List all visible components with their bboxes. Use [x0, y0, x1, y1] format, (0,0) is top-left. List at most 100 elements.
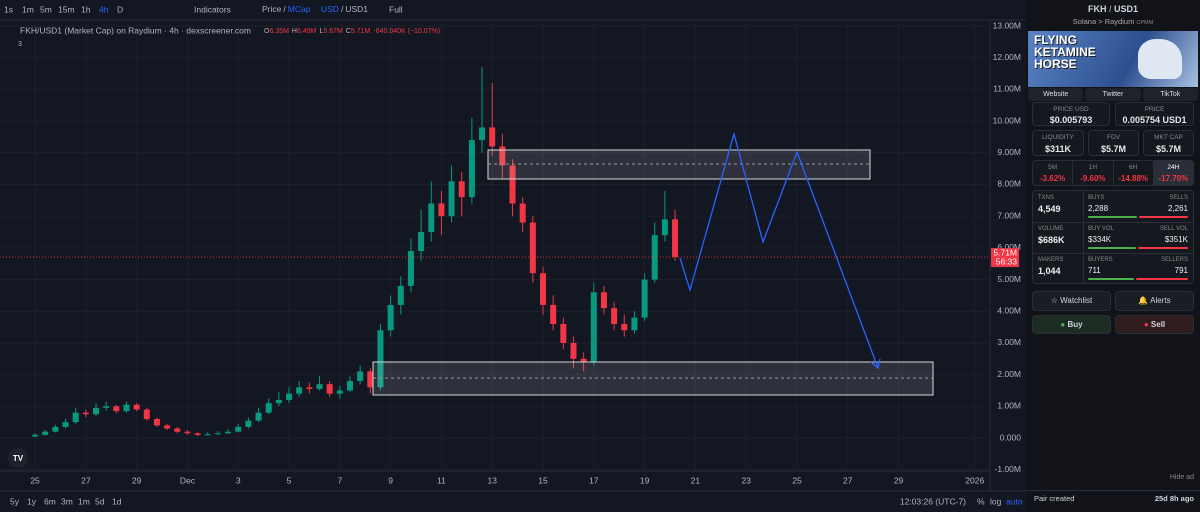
range[interactable]: 5d	[95, 496, 105, 506]
interval[interactable]: 15m	[58, 4, 75, 14]
arrow-head	[870, 358, 881, 370]
change-label: 1H	[1088, 164, 1098, 171]
range[interactable]: 1d	[112, 496, 122, 506]
interval[interactable]: 4h	[99, 4, 109, 14]
candle-body	[42, 431, 49, 435]
sell-button[interactable]: ● Sell	[1115, 315, 1194, 334]
candle-body	[184, 431, 191, 434]
change-value: -14.88%	[1118, 174, 1149, 183]
price-mode-part: /	[283, 4, 286, 14]
y-tick-label: 4.00M	[997, 306, 1021, 316]
interval[interactable]: D	[117, 4, 123, 14]
candle-body	[377, 330, 384, 388]
x-tick-label: 27	[843, 475, 853, 485]
changes: 5M -3.62% 1H -9.60% 6H -14.88% 24H -17.70%	[1032, 160, 1194, 186]
candle-body	[123, 404, 130, 412]
interval[interactable]: 5m	[40, 4, 52, 14]
x-tick-label: 27	[81, 475, 91, 485]
full[interactable]: Full	[389, 4, 403, 14]
buy-button[interactable]: ● Buy	[1032, 315, 1111, 334]
change-cell[interactable]: 6H -14.88%	[1112, 161, 1153, 185]
candle-body	[204, 434, 211, 436]
clock: 12:03:26 (UTC-7)	[900, 496, 966, 506]
last-price-label: 5.71M	[993, 247, 1017, 257]
change-value: -3.62%	[1039, 174, 1066, 183]
stats: TXNS 4,549 BUYS 2,288 SELLS 2,261 VOLUME $686K B…	[1032, 190, 1194, 284]
candle-body	[428, 203, 435, 233]
x-tick-label: 29	[132, 475, 142, 485]
candle-body	[631, 317, 638, 331]
ohlc-key: L	[319, 28, 323, 35]
currency-part: /	[341, 4, 344, 14]
candle-body	[72, 412, 79, 423]
projection[interactable]	[679, 131, 879, 369]
candles	[32, 67, 679, 438]
sell-value: 2,261	[1167, 204, 1188, 213]
interval[interactable]: 1s	[4, 4, 13, 14]
candle-body	[397, 285, 404, 305]
y-tick-label: 2.00M	[997, 369, 1021, 379]
x-tick-label: 13	[487, 475, 497, 485]
price: PRICE 0.005754 USD1	[1115, 102, 1194, 126]
candle-body	[611, 308, 618, 324]
candle-body	[275, 399, 282, 404]
y-tick-label: 1.00M	[997, 401, 1021, 411]
y-tick-label: 13.00M	[993, 20, 1021, 30]
range[interactable]: 5y	[10, 496, 20, 506]
x-tick-label: 11	[437, 475, 446, 485]
tv-logo: TV	[8, 448, 28, 468]
link-button[interactable]: TikTok	[1142, 88, 1198, 101]
buy-label: BUY VOL	[1088, 226, 1114, 232]
candle-body	[661, 219, 668, 236]
interval[interactable]: 1h	[81, 4, 91, 14]
ohlc-key: H	[292, 28, 297, 35]
x-tick-label: 3	[236, 475, 241, 485]
candle-body	[458, 181, 465, 198]
log[interactable]: log	[990, 496, 1002, 506]
link-button[interactable]: Website	[1028, 88, 1084, 101]
pair-title: FKH / USD1	[1087, 4, 1139, 14]
chart: TV 13.00M 12.00M 11.00M 10.00M 9.00M 8.00M 7.0…	[0, 0, 1026, 512]
auto[interactable]: auto	[1006, 496, 1023, 506]
candle-body	[164, 425, 171, 429]
candle-body	[570, 342, 577, 359]
candle-body	[52, 426, 59, 432]
legend-change: -640.040K (−10.07%)	[373, 28, 440, 35]
candle-body	[326, 384, 333, 394]
created: 25d 8h ago	[1154, 494, 1194, 503]
x-tick-label: Dec	[180, 475, 196, 485]
change-value: -9.60%	[1080, 174, 1106, 183]
candle-body	[529, 222, 536, 274]
buy-value: 2,288	[1088, 204, 1109, 213]
range[interactable]: 6m	[44, 496, 56, 506]
range[interactable]: 3m	[61, 496, 73, 506]
currency[interactable]: USD / USD1	[321, 4, 368, 14]
y-tick-label: 11.00M	[993, 84, 1021, 94]
range[interactable]: 1y	[27, 496, 37, 506]
price-mode[interactable]: Price / MCap	[262, 4, 311, 14]
fdv: FDV $5.7M	[1088, 130, 1139, 156]
interval[interactable]: 1m	[22, 4, 34, 14]
banner-text: FLYING KETAMINE HORSE	[1034, 33, 1096, 71]
candle-body	[153, 419, 160, 426]
x-tick-label: 25	[792, 475, 802, 485]
watchlist-button[interactable]: ☆ Watchlist	[1032, 291, 1111, 311]
pct[interactable]: %	[977, 496, 985, 506]
link-button[interactable]: Twitter	[1085, 88, 1141, 101]
candle-body	[672, 219, 679, 258]
y-tick-label: 12.00M	[993, 52, 1021, 62]
candle-body	[194, 433, 201, 435]
change-cell[interactable]: 1H -9.60%	[1072, 161, 1112, 185]
x-tick-label: 25	[30, 475, 40, 485]
x-tick-label: 5	[287, 475, 292, 485]
banner[interactable]: FLYING KETAMINE HORSE	[1028, 31, 1198, 87]
change-cell[interactable]: 5M -3.62%	[1033, 161, 1072, 185]
buy-bar	[1088, 247, 1136, 249]
indicators[interactable]: Indicators	[194, 4, 231, 14]
alerts-button[interactable]: 🔔 Alerts	[1115, 291, 1194, 311]
candle-body	[357, 371, 364, 381]
change-cell[interactable]: 24H -17.70%	[1152, 161, 1193, 185]
range[interactable]: 1m	[78, 496, 90, 506]
candle-body	[336, 390, 343, 394]
hide-ad[interactable]: Hide ad	[1169, 474, 1194, 481]
